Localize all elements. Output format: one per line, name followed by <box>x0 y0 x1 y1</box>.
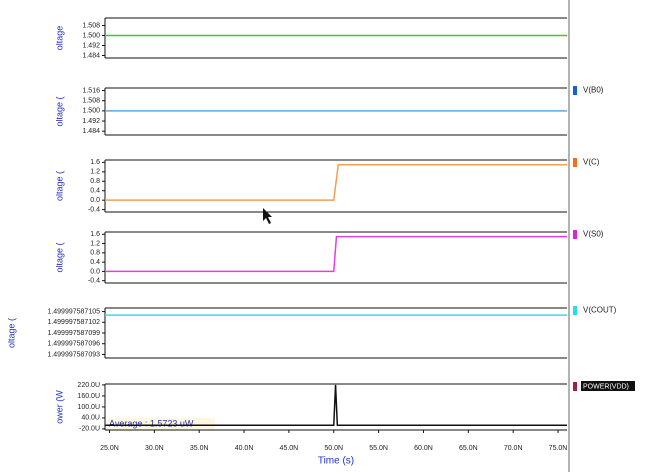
legend-swatch <box>573 230 577 239</box>
y-tick-label: 1.499997587096 <box>47 341 100 348</box>
y-axis-label: ower (W <box>54 390 64 424</box>
x-tick-label: 70.0N <box>504 445 523 452</box>
legend-swatch <box>573 306 577 315</box>
y-tick-label: 0.4 <box>90 188 100 195</box>
y-axis-label: oltage ( <box>54 96 64 126</box>
x-tick-label: 55.0N <box>369 445 388 452</box>
y-tick-label: 1.516 <box>82 87 100 94</box>
legend-swatch <box>573 86 577 95</box>
y-tick-label: 100.0U <box>77 404 100 411</box>
y-tick-label: 1.484 <box>82 128 100 135</box>
legend-swatch <box>573 382 577 391</box>
y-tick-label: 40.0U <box>81 415 100 422</box>
y-tick-label: 1.499997587105 <box>47 308 100 315</box>
y-tick-label: 0.4 <box>90 259 100 266</box>
legend-label: V(S0) <box>583 230 604 239</box>
cursor <box>263 208 272 224</box>
y-tick-label: 1.500 <box>82 108 100 115</box>
y-tick-label: 0.8 <box>90 178 100 185</box>
y-tick-label: 1.508 <box>82 22 100 29</box>
y-axis-label: oltage ( <box>54 242 64 272</box>
x-tick-label: 40.0N <box>235 445 254 452</box>
y-tick-label: 1.508 <box>82 98 100 105</box>
x-tick-label: 45.0N <box>280 445 299 452</box>
y-tick-label: 0.0 <box>90 268 100 275</box>
annotation-bg <box>107 418 215 429</box>
y-tick-label: 0.0 <box>90 197 100 204</box>
trace <box>105 235 567 273</box>
y-tick-label: 1.492 <box>82 42 100 49</box>
x-tick-label: 30.0N <box>145 445 164 452</box>
y-tick-label: 1.6 <box>90 159 100 166</box>
y-tick-label: 1.492 <box>82 118 100 125</box>
y-tick-label: 1.500 <box>82 32 100 39</box>
y-tick-label: 160.0U <box>77 393 100 400</box>
y-tick-label: 0.8 <box>90 250 100 257</box>
y-tick-label: 1.499997587102 <box>47 319 100 326</box>
legend-swatch <box>573 158 577 167</box>
y-axis-label: oltage ( <box>54 171 64 201</box>
y-tick-label: 1.499997587099 <box>47 330 100 337</box>
y-tick-label: -0.4 <box>88 278 100 285</box>
y-axis-label: oltage <box>54 26 64 51</box>
y-tick-label: 1.484 <box>82 52 100 59</box>
legend-label: POWER(VDD) <box>583 383 629 390</box>
trace <box>105 163 567 201</box>
x-tick-label: 50.0N <box>324 445 343 452</box>
y-tick-label: 1.2 <box>90 169 100 176</box>
legend-label: V(COUT) <box>583 306 617 315</box>
x-tick-label: 35.0N <box>190 445 209 452</box>
x-tick-label: 75.0N <box>549 445 568 452</box>
x-tick-label: 25.0N <box>100 445 119 452</box>
y-tick-label: 1.6 <box>90 231 100 238</box>
y-tick-label: 1.2 <box>90 240 100 247</box>
x-axis-label: Time (s) <box>318 456 354 467</box>
y-tick-label: 1.499997587093 <box>47 351 100 358</box>
legend-label: V(B0) <box>583 86 604 95</box>
annotation: Average : 1.5723 uW <box>109 418 194 428</box>
y-tick-label: -20.0U <box>79 426 100 433</box>
y-tick-label: 220.0U <box>77 382 100 389</box>
x-tick-label: 60.0N <box>414 445 433 452</box>
trace <box>105 384 567 426</box>
y-tick-label: -0.4 <box>88 206 100 213</box>
legend-label: V(C) <box>583 158 600 167</box>
x-tick-label: 65.0N <box>459 445 478 452</box>
legend-label-bg <box>581 381 635 391</box>
y-axis-label: oltage ( <box>6 318 16 348</box>
